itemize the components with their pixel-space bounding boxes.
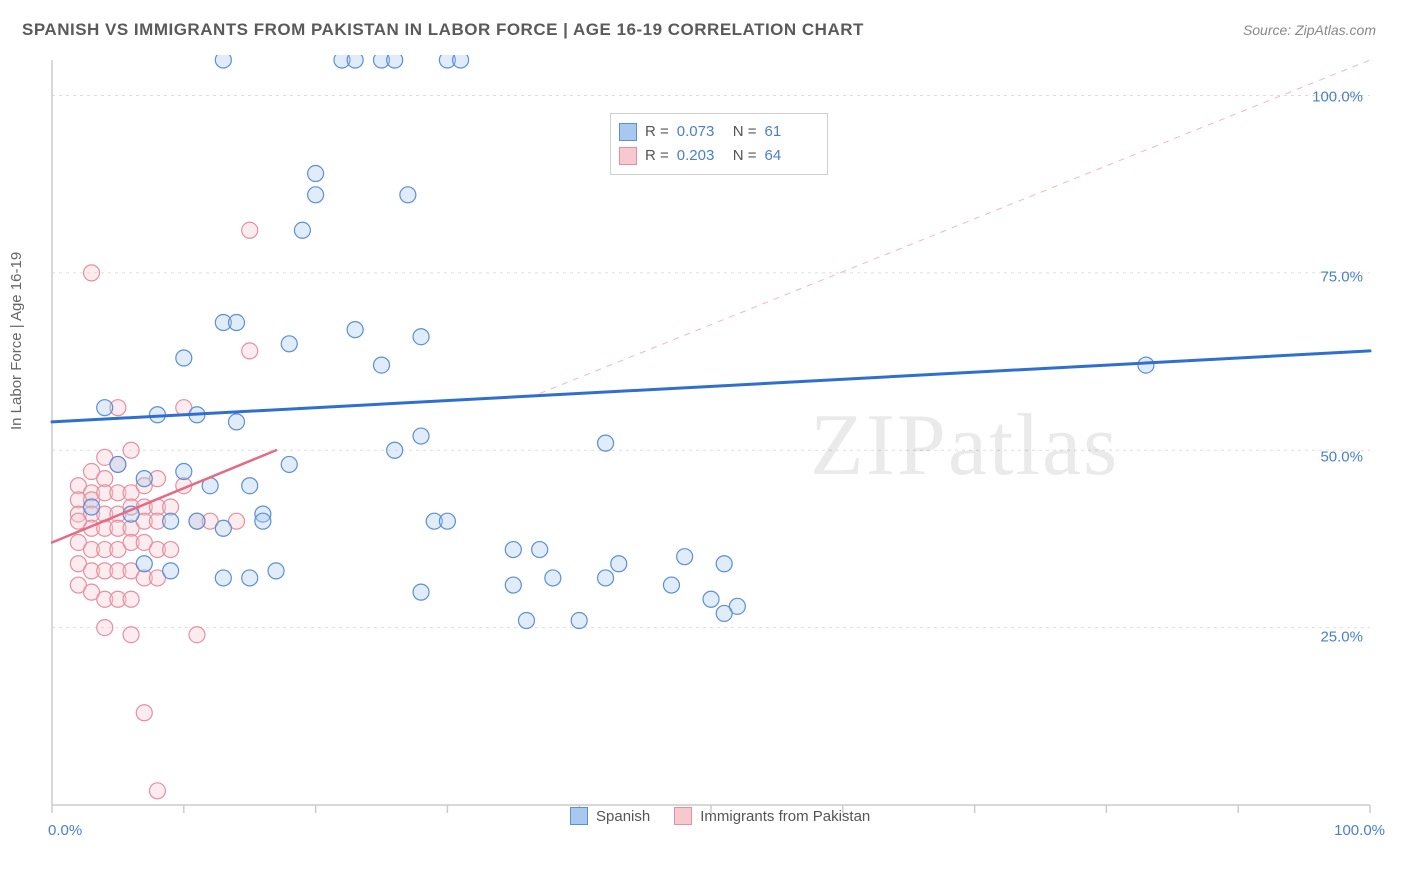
chart-title: SPANISH VS IMMIGRANTS FROM PAKISTAN IN L… [22,20,864,40]
stat-r-label: R = [645,120,669,144]
y-axis-label: In Labor Force | Age 16-19 [8,252,25,430]
stat-n-label: N = [733,144,757,168]
y-tick-label: 25.0% [1320,629,1363,646]
legend-stats: R = 0.073 N = 61 R = 0.203 N = 64 [610,113,828,175]
swatch-icon [619,123,637,141]
stat-n-label: N = [733,120,757,144]
swatch-icon [674,807,692,825]
y-tick-label: 50.0% [1320,449,1363,466]
legend-label: Spanish [596,808,650,825]
source-label: Source: ZipAtlas.com [1243,22,1376,38]
stat-n-value: 64 [765,144,813,168]
y-tick-label: 100.0% [1312,89,1363,106]
stat-r-label: R = [645,144,669,168]
legend-stats-row: R = 0.073 N = 61 [619,120,813,144]
legend-series: Spanish Immigrants from Pakistan [570,807,870,825]
stat-r-value: 0.073 [677,120,725,144]
legend-label: Immigrants from Pakistan [700,808,870,825]
stat-r-value: 0.203 [677,144,725,168]
legend-item: Immigrants from Pakistan [674,807,870,825]
y-tick-label: 75.0% [1320,269,1363,286]
x-tick-label: 100.0% [1334,822,1385,839]
x-tick-label: 0.0% [48,822,82,839]
legend-item: Spanish [570,807,650,825]
legend-stats-row: R = 0.203 N = 64 [619,144,813,168]
swatch-icon [570,807,588,825]
swatch-icon [619,147,637,165]
stat-n-value: 61 [765,120,813,144]
chart-area: ZIPatlas R = 0.073 N = 61 R = 0.203 N = … [50,55,1375,835]
